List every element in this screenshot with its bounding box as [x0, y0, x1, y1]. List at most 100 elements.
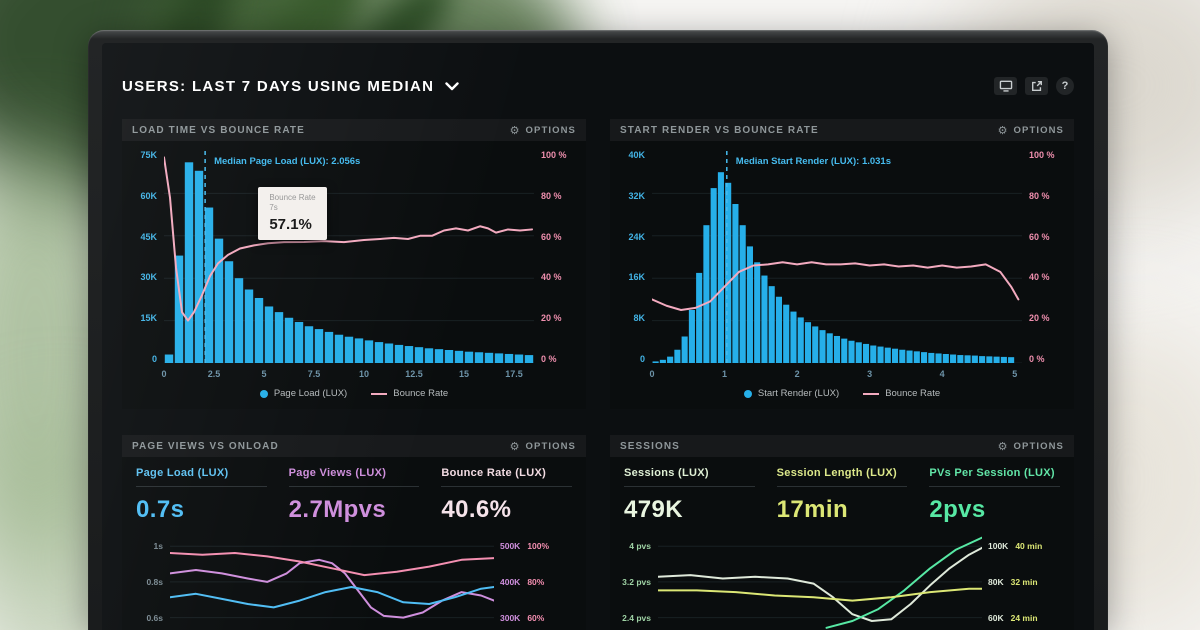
axis-tick: 4 — [939, 369, 945, 379]
axis-tick: 60 % — [541, 231, 562, 242]
panel-title: PAGE VIEWS VS ONLOAD — [132, 440, 279, 452]
legend-item[interactable]: Start Render (LUX) — [743, 388, 839, 399]
laptop-frame: USERS: LAST 7 DAYS USING MEDIAN ? LOAD — [88, 30, 1108, 630]
legend-item[interactable]: Bounce Rate — [371, 388, 448, 399]
legend-line-swatch — [371, 392, 388, 395]
axis-tick: 400K — [500, 576, 521, 587]
axis-tick: 80 % — [541, 190, 562, 201]
load-time-chart[interactable]: Median Page Load (LUX): 2.056s Bounce Rat… — [164, 151, 534, 363]
gear-icon: ⚙ — [509, 439, 521, 453]
axis-tick: 4 pvs — [629, 541, 651, 552]
options-button[interactable]: ⚙ OPTIONS — [510, 125, 576, 136]
metric-label: Session Length (LUX) — [776, 467, 908, 487]
chart-area: 75K 60K 45K 30K 15K 0 Median Page Load (LUX):… — [122, 141, 586, 381]
help-icon[interactable]: ? — [1056, 77, 1074, 95]
y-axis-right: 500K 100% 400K 80% 300K 60% — [494, 536, 580, 630]
options-label: OPTIONS — [1013, 124, 1064, 136]
options-button[interactable]: ⚙ OPTIONS — [998, 125, 1064, 136]
axis-tick: 100 % — [541, 150, 567, 160]
axis-tick: 17.5 — [505, 369, 523, 379]
axis-tick: 0 % — [541, 353, 557, 364]
axis-tick: 10 — [358, 369, 370, 379]
legend-line-swatch — [863, 392, 880, 395]
axis-tick: 5 — [261, 369, 267, 379]
axis-tick-pair: 500K 100% — [500, 541, 549, 551]
axis-tick: 0.8s — [146, 576, 163, 587]
axis-tick: 20 % — [541, 313, 562, 324]
metric-label: Sessions (LUX) — [624, 467, 755, 487]
options-label: OPTIONS — [525, 124, 576, 136]
panel-header: PAGE VIEWS VS ONLOAD ⚙ OPTIONS — [122, 435, 586, 457]
legend-item[interactable]: Page Load (LUX) — [259, 388, 348, 399]
axis-tick: 40K — [628, 150, 645, 160]
axis-tick: 30K — [140, 272, 157, 283]
metric-bounce-rate: Bounce Rate (LUX) 40.6% — [441, 467, 572, 524]
y-axis-left: 40K 32K 24K 16K 8K 0 — [612, 150, 652, 364]
metric-row: Page Load (LUX) 0.7s Page Views (LUX) 2.… — [122, 457, 586, 524]
axis-tick: 75K — [140, 150, 157, 160]
axis-tick: 40 min — [1015, 541, 1043, 552]
axis-tick: 3 — [867, 369, 873, 379]
start-render-chart[interactable]: Median Start Render (LUX): 1.031s — [652, 151, 1022, 363]
panel-grid: LOAD TIME VS BOUNCE RATE ⚙ OPTIONS 75K 60… — [102, 119, 1094, 630]
legend-item[interactable]: Bounce Rate — [863, 388, 940, 399]
axis-tick: 7.5 — [307, 369, 321, 379]
axis-tick: 15 — [458, 369, 469, 379]
metric-page-views: Page Views (LUX) 2.7Mpvs — [288, 467, 420, 524]
axis-tick: 60K — [140, 190, 157, 201]
panel-start-render: START RENDER VS BOUNCE RATE ⚙ OPTIONS 40… — [610, 119, 1074, 409]
chart-legend: Page Load (LUX) Bounce Rate — [122, 381, 586, 409]
axis-tick-pair: 400K 80% — [500, 577, 544, 587]
metric-value: 0.7s — [136, 496, 185, 523]
y-axis-left: 75K 60K 45K 30K 15K 0 — [124, 150, 164, 364]
display-icon[interactable] — [994, 77, 1017, 95]
axis-tick: 24 min — [1010, 612, 1038, 623]
panel-title: SESSIONS — [620, 440, 680, 452]
axis-tick: 2.5 — [207, 369, 221, 379]
legend-dot-swatch — [259, 389, 268, 398]
legend-dot-swatch — [743, 389, 752, 398]
chevron-down-icon — [445, 81, 459, 90]
chart-area: 4 pvs 3.2 pvs 2.4 pvs 100K 40 min 80K 32 min 6… — [610, 524, 1074, 630]
users-range-dropdown[interactable]: USERS: LAST 7 DAYS USING MEDIAN — [122, 78, 459, 95]
options-button[interactable]: ⚙ OPTIONS — [510, 441, 576, 452]
axis-tick-pair: 80K 32 min — [988, 577, 1038, 587]
axis-tick: 0 — [649, 369, 655, 379]
y-axis-left: 1s 0.8s 0.6s — [124, 536, 170, 630]
toolbar-icons: ? — [994, 77, 1074, 95]
panel-sessions: SESSIONS ⚙ OPTIONS Sessions (LUX) 479K S… — [610, 435, 1074, 630]
y-axis-right: 100 % 80 % 60 % 40 % 20 % 0 % — [534, 150, 580, 364]
axis-tick: 80 % — [1029, 190, 1050, 201]
gear-icon: ⚙ — [997, 439, 1009, 453]
page-title: USERS: LAST 7 DAYS USING MEDIAN — [122, 77, 435, 95]
options-label: OPTIONS — [525, 440, 576, 452]
panel-page-views: PAGE VIEWS VS ONLOAD ⚙ OPTIONS Page Load… — [122, 435, 586, 630]
metric-label: PVs Per Session (LUX) — [929, 467, 1060, 487]
panel-load-time: LOAD TIME VS BOUNCE RATE ⚙ OPTIONS 75K 60… — [122, 119, 586, 409]
axis-tick: 3.2 pvs — [622, 576, 651, 587]
axis-tick: 300K — [500, 612, 521, 623]
axis-tick: 60 % — [1029, 231, 1050, 242]
axis-tick: 16K — [628, 272, 645, 283]
chart-area: 1s 0.8s 0.6s 500K 100% 400K 80% 300K 60% — [122, 524, 586, 630]
page-views-chart[interactable] — [170, 536, 494, 630]
metric-value: 2.7Mpvs — [288, 496, 387, 523]
metric-sessions: Sessions (LUX) 479K — [624, 467, 755, 524]
axis-tick: 500K — [500, 541, 521, 552]
axis-tick: 32 min — [1010, 576, 1038, 587]
options-button[interactable]: ⚙ OPTIONS — [998, 441, 1064, 452]
axis-tick: 100K — [988, 541, 1009, 552]
axis-tick: 8K — [633, 313, 645, 324]
axis-tick-pair: 100K 40 min — [988, 541, 1042, 551]
legend-label: Bounce Rate — [885, 388, 941, 399]
open-window-icon[interactable] — [1025, 77, 1048, 95]
sessions-chart[interactable] — [658, 536, 982, 630]
legend-label: Page Load (LUX) — [273, 388, 348, 399]
metric-label: Bounce Rate (LUX) — [441, 467, 572, 487]
metric-value: 479K — [624, 496, 683, 523]
panel-header: LOAD TIME VS BOUNCE RATE ⚙ OPTIONS — [122, 119, 586, 141]
panel-header: START RENDER VS BOUNCE RATE ⚙ OPTIONS — [610, 119, 1074, 141]
axis-tick: 45K — [140, 231, 157, 242]
axis-tick: 80% — [527, 576, 545, 587]
chart-area: 40K 32K 24K 16K 8K 0 Median Start Render (LUX… — [610, 141, 1074, 381]
